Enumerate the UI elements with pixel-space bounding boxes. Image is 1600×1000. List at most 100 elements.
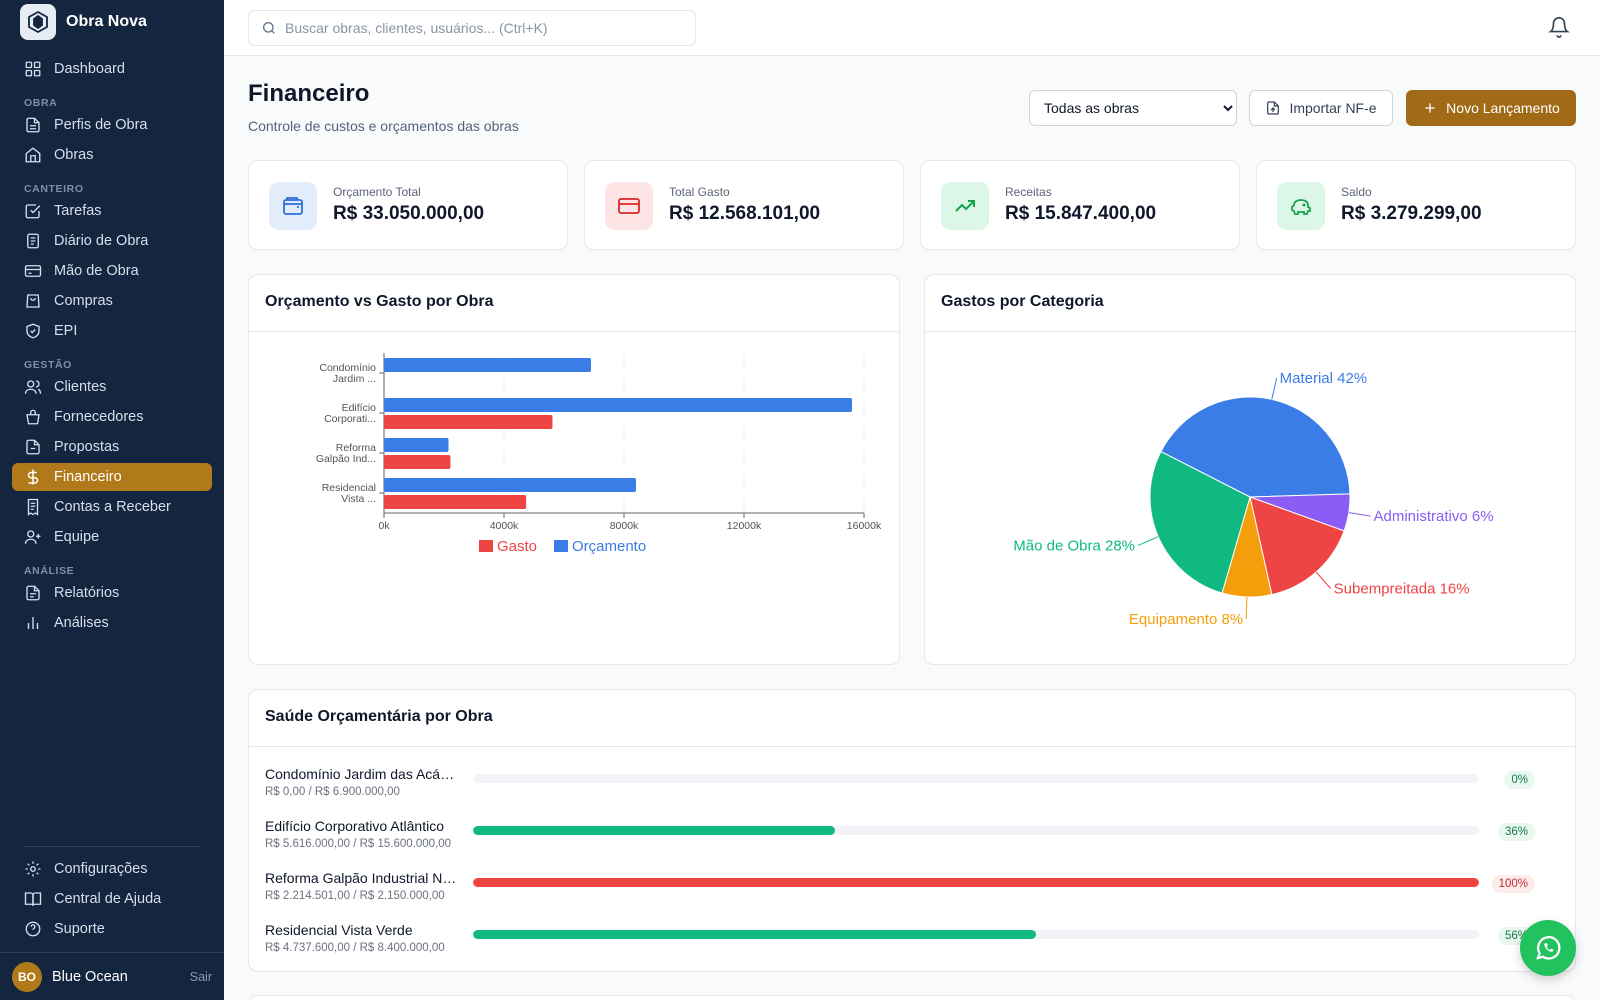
pie-slice — [1249, 496, 1345, 596]
panel-budget-vs-spent: Orçamento vs Gasto por Obra 0k 4000k 8000k… — [248, 274, 900, 665]
import-nfe-label: Importar NF-e — [1289, 100, 1377, 116]
stat-card-receitas: Receitas R$ 15.847.400,00 — [920, 160, 1240, 250]
sidebar-item-label: Perfis de Obra — [54, 117, 148, 133]
legend-swatch — [554, 540, 568, 552]
search-box[interactable] — [248, 10, 696, 46]
sidebar-item-compras[interactable]: Compras — [12, 287, 212, 315]
sidebar-item-label: Central de Ajuda — [54, 891, 162, 907]
shopping-bag-icon — [26, 294, 40, 308]
health-row-name: Residencial Vista Verde — [265, 922, 413, 938]
nav-section-gestao: GESTÃO — [24, 359, 72, 371]
page-title: Financeiro — [248, 80, 370, 107]
shield-check-icon — [26, 323, 40, 339]
pie-leader — [1245, 596, 1248, 619]
page-subtitle: Controle de custos e orçamentos das obra… — [248, 118, 519, 134]
obra-filter-select[interactable]: Todas as obras — [1029, 90, 1237, 126]
dollar-icon — [27, 469, 39, 485]
nav-section-analise: ANÁLISE — [24, 565, 75, 577]
sidebar-item-fornecedores[interactable]: Fornecedores — [12, 403, 212, 431]
sidebar-item-contas-a-receber[interactable]: Contas a Receber — [12, 493, 212, 521]
sidebar-item-perfis-de-obra[interactable]: Perfis de Obra — [12, 111, 212, 139]
sidebar-item-tarefas[interactable]: Tarefas — [12, 197, 212, 225]
health-row[interactable]: Residencial Vista Verde R$ 4.737.600,00 /… — [265, 922, 1535, 962]
home-icon — [25, 147, 41, 163]
panel-divider — [249, 746, 1575, 747]
users-icon — [24, 380, 42, 394]
sidebar-item-label: Suporte — [54, 921, 105, 937]
health-row[interactable]: Condomínio Jardim das Acácias R$ 0,00 / R… — [265, 766, 1535, 806]
health-row[interactable]: Reforma Galpão Industrial Norte R$ 2.214.… — [265, 870, 1535, 910]
sidebar-item-propostas[interactable]: Propostas — [12, 433, 212, 461]
sidebar-item-relatorios[interactable]: Relatórios — [12, 579, 212, 607]
health-row-name: Reforma Galpão Industrial Norte — [265, 870, 459, 886]
file-text-icon — [26, 117, 40, 133]
stat-card-orcamento: Orçamento Total R$ 33.050.000,00 — [248, 160, 568, 250]
sidebar-item-configuracoes[interactable]: Configurações — [12, 855, 212, 883]
new-entry-label: Novo Lançamento — [1446, 100, 1560, 116]
health-row[interactable]: Edifício Corporativo Atlântico R$ 5.616.0… — [265, 818, 1535, 858]
sidebar-item-mao-de-obra[interactable]: Mão de Obra — [12, 257, 212, 285]
sidebar-item-financeiro[interactable]: Financeiro — [12, 463, 212, 491]
y-tick-label: Vista ... — [341, 493, 376, 505]
pie-label: Equipamento 8% — [1129, 611, 1243, 628]
legend-label: Gasto — [497, 538, 537, 555]
pie-label: Administrativo 6% — [1373, 508, 1493, 525]
file-icon — [26, 439, 40, 455]
stat-value: R$ 33.050.000,00 — [333, 203, 485, 224]
health-progress-fill — [473, 930, 1037, 939]
pie-leader — [1271, 377, 1278, 400]
health-progress-track — [473, 774, 1479, 783]
sidebar-item-obras[interactable]: Obras — [12, 141, 212, 169]
clipboard-icon — [27, 233, 39, 249]
whatsapp-icon — [1536, 936, 1561, 960]
health-percent-badge: 100% — [1491, 875, 1535, 893]
health-percent-badge: 36% — [1497, 823, 1535, 841]
bar-chart-icon — [27, 617, 39, 629]
sidebar-item-label: Obras — [54, 147, 94, 163]
logout-link[interactable]: Sair — [189, 969, 212, 984]
sidebar-item-analises[interactable]: Análises — [12, 609, 212, 637]
sidebar-item-epi[interactable]: EPI — [12, 317, 212, 345]
search-input[interactable] — [285, 20, 685, 36]
sidebar-item-label: Dashboard — [54, 61, 125, 77]
health-row-amounts: R$ 4.737.600,00 / R$ 8.400.000,00 — [265, 942, 445, 954]
sidebar-item-clientes[interactable]: Clientes — [12, 373, 212, 401]
import-nfe-button[interactable]: Importar NF-e — [1249, 90, 1393, 126]
sidebar-item-label: EPI — [54, 323, 78, 339]
health-percent-badge: 0% — [1504, 771, 1535, 789]
y-tick-label: Edifício — [342, 402, 377, 414]
sidebar-item-diario-de-obra[interactable]: Diário de Obra — [12, 227, 212, 255]
search-icon — [263, 22, 275, 34]
sidebar-divider — [24, 846, 200, 847]
brand-logo-icon — [20, 4, 56, 40]
user-name: Blue Ocean — [52, 968, 128, 985]
whatsapp-button[interactable] — [1520, 920, 1576, 976]
notifications-button[interactable] — [1548, 16, 1572, 40]
x-tick-label: 0k — [378, 520, 390, 532]
stat-card-total-gasto: Total Gasto R$ 12.568.101,00 — [584, 160, 904, 250]
sidebar-item-label: Diário de Obra — [54, 233, 149, 249]
bar-gasto — [384, 455, 451, 469]
legend-label: Orçamento — [572, 538, 646, 555]
sidebar-item-central-de-ajuda[interactable]: Central de Ajuda — [12, 885, 212, 913]
stat-value: R$ 12.568.101,00 — [669, 203, 821, 224]
stat-label: Saldo — [1341, 185, 1372, 199]
panel-budget-health: Saúde Orçamentária por Obra Condomínio J… — [248, 689, 1576, 972]
sidebar-item-suporte[interactable]: Suporte — [12, 915, 212, 943]
panel-title: Orçamento vs Gasto por Obra — [265, 293, 494, 310]
sidebar: Obra Nova Dashboard OBRA Perfis de Obra … — [0, 0, 224, 1000]
plus-icon — [1425, 103, 1435, 113]
sidebar-item-dashboard[interactable]: Dashboard — [12, 55, 212, 83]
brand[interactable]: Obra Nova — [20, 4, 147, 40]
sidebar-item-label: Equipe — [54, 529, 100, 545]
health-row-name: Condomínio Jardim das Acácias — [265, 766, 459, 782]
avatar[interactable]: BO — [12, 961, 42, 992]
y-tick-label: Residencial — [322, 482, 376, 494]
help-circle-icon — [25, 921, 41, 937]
sidebar-item-equipe[interactable]: Equipe — [12, 523, 212, 551]
health-progress-fill — [473, 826, 836, 835]
new-entry-button[interactable]: Novo Lançamento — [1406, 90, 1576, 126]
bar-chart: 0k 4000k 8000k 12000k 16000k CondomínioJardim… — [316, 353, 882, 555]
grid-icon — [25, 61, 41, 77]
nav-section-canteiro: CANTEIRO — [24, 183, 84, 195]
